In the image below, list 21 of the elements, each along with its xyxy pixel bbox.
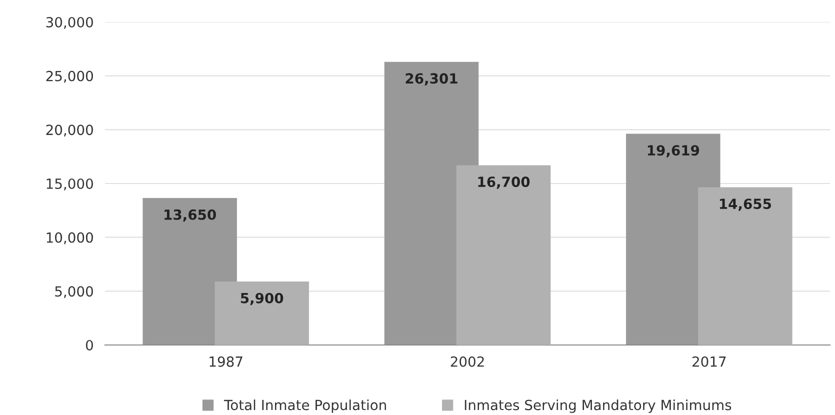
bar	[456, 165, 551, 345]
y-tick-label: 15,000	[46, 178, 93, 190]
x-tick-label: 2002	[450, 356, 484, 367]
legend-label: Total Inmate Population	[224, 399, 386, 413]
y-tick-label: 20,000	[46, 124, 93, 137]
text: 13,650	[164, 209, 216, 222]
legend-label: Inmates Serving Mandatory Minimums	[464, 399, 732, 413]
y-tick-label: 10,000	[46, 232, 93, 244]
text: 14,655	[720, 198, 772, 211]
text: 19,619	[648, 145, 700, 158]
y-tick-label: 30,000	[46, 16, 93, 29]
bar	[698, 187, 792, 345]
y-tick-label: 25,000	[46, 70, 93, 83]
text: 16,700	[478, 176, 530, 189]
x-tick-label: 1987	[210, 356, 242, 367]
text: 26,301	[406, 73, 458, 86]
bar	[214, 281, 309, 345]
x-tick-label: 2017	[692, 356, 726, 367]
text: 5,900	[240, 292, 284, 306]
y-tick-label: 0	[86, 340, 93, 350]
y-tick-label: 5,000	[55, 286, 93, 298]
